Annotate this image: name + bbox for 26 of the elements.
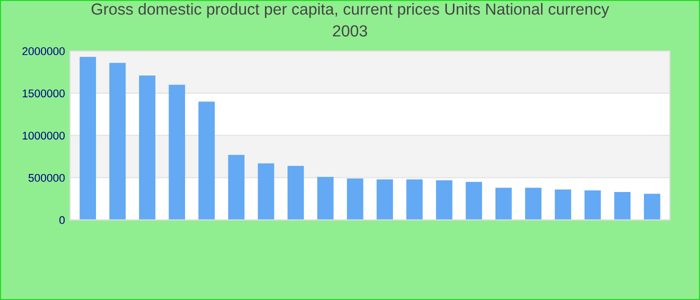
- y-tick-label: 1000000: [22, 132, 65, 140]
- bar: [346, 178, 364, 220]
- bar: [495, 188, 512, 220]
- y-tick-label: 2000000: [22, 47, 65, 56]
- chart-title: Gross domestic product per capita, current prices Units National currency 2003: [92, 3, 610, 37]
- bar: [317, 176, 334, 220]
- bar: [376, 179, 393, 220]
- y-tick-label: 0: [59, 216, 65, 224]
- bar: [228, 154, 244, 220]
- bar: [168, 84, 186, 220]
- bar: [584, 190, 601, 220]
- bar: [80, 56, 96, 220]
- bar: [258, 163, 274, 220]
- bar: [614, 192, 631, 220]
- bar: [554, 190, 572, 220]
- bar: [406, 179, 423, 220]
- bar: [139, 75, 156, 220]
- y-tick-label: 1500000: [22, 89, 65, 98]
- bar: [644, 194, 660, 220]
- bar: [436, 180, 452, 220]
- y-tick-label: 500000: [28, 174, 65, 182]
- bar: [466, 182, 482, 220]
- bar: [109, 62, 126, 220]
- bar: [288, 166, 304, 220]
- bar: [198, 102, 215, 220]
- bar: [525, 188, 542, 220]
